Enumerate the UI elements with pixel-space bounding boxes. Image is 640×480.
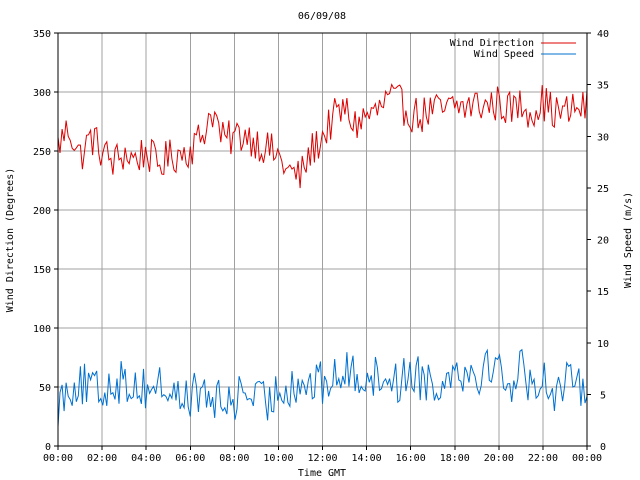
y-right-tick-label: 30 [597, 132, 609, 143]
x-tick-label: 12:00 [307, 453, 337, 464]
series-line-wind-direction [57, 83, 588, 189]
legend-label-wind-speed: Wind Speed [474, 49, 534, 60]
y-left-tick-label: 250 [33, 147, 51, 158]
x-tick-label: 22:00 [528, 453, 558, 464]
y-right-tick-label: 25 [597, 184, 609, 195]
legend: Wind Direction Wind Speed [450, 38, 576, 60]
x-tick-label: 02:00 [87, 453, 117, 464]
y-left-tick-label: 50 [39, 383, 51, 394]
y-left-tick-label: 300 [33, 88, 51, 99]
y-right-tick-label: 10 [597, 339, 609, 350]
y-left-tick-label: 350 [33, 29, 51, 40]
legend-label-wind-direction: Wind Direction [450, 38, 534, 49]
y-axis-right-label: Wind Speed (m/s) [623, 192, 634, 288]
axis-ticks: 00:00 02:00 04:00 06:00 08:00 10:00 12:00 14:00… [33, 29, 609, 464]
chart-title: 06/09/08 [298, 11, 346, 22]
y-right-tick-label: 5 [600, 390, 606, 401]
x-tick-label: 10:00 [263, 453, 293, 464]
y-right-tick-label: 15 [597, 287, 609, 298]
y-left-tick-label: 100 [33, 324, 51, 335]
x-axis-label: Time GMT [298, 468, 346, 479]
x-tick-label: 06:00 [175, 453, 205, 464]
y-left-tick-label: 200 [33, 206, 51, 217]
x-tick-label: 18:00 [440, 453, 470, 464]
x-tick-label: 08:00 [219, 453, 249, 464]
y-right-tick-label: 20 [597, 236, 609, 247]
y-right-tick-label: 0 [600, 442, 606, 453]
x-tick-label: 00:00 [572, 453, 602, 464]
x-tick-label: 16:00 [396, 453, 426, 464]
x-tick-label: 00:00 [43, 453, 73, 464]
x-tick-label: 20:00 [484, 453, 514, 464]
series-lines [57, 83, 588, 427]
y-axis-left-label: Wind Direction (Degrees) [5, 168, 16, 313]
y-left-tick-label: 0 [45, 442, 51, 453]
y-left-tick-label: 150 [33, 265, 51, 276]
x-tick-label: 14:00 [352, 453, 382, 464]
y-right-tick-label: 35 [597, 81, 609, 92]
series-line-wind-speed [57, 348, 588, 427]
x-tick-label: 04:00 [131, 453, 161, 464]
y-right-tick-label: 40 [597, 29, 609, 40]
